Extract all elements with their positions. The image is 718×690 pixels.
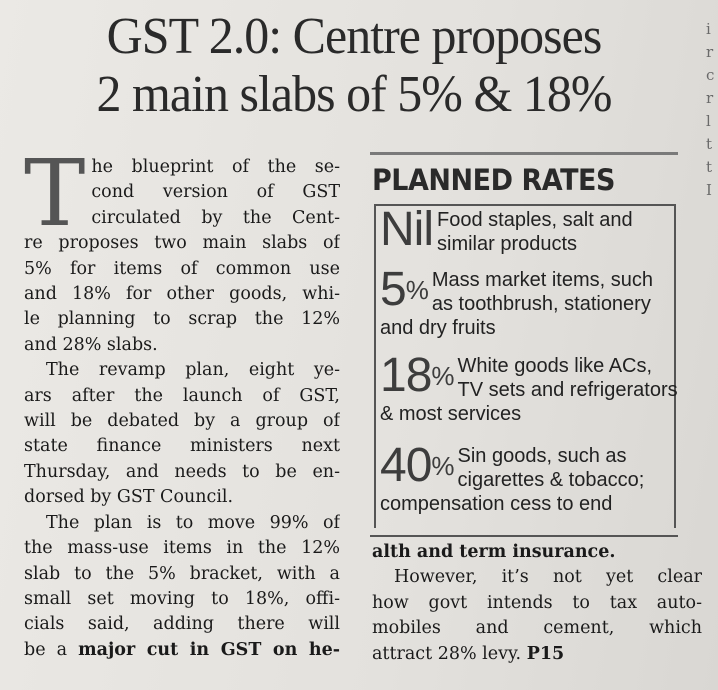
text-line: attract 28% levy. P15: [372, 642, 702, 667]
rate-value: 5%: [380, 266, 429, 314]
text-line: ars after the launch of GST,: [24, 385, 340, 406]
margin-char: I: [706, 181, 712, 199]
text-line: he blueprint of the se-: [91, 157, 340, 177]
page-reference: P15: [526, 643, 565, 664]
article-right-column: alth and term insurance. However, it’s n…: [372, 540, 702, 667]
rates-list: Nil Food staples, salt and similar produ…: [374, 204, 678, 528]
rate-percent-sign: %: [431, 361, 454, 391]
drop-cap: T: [24, 140, 86, 247]
headline-line-2: 2 main slabs of 5% & 18%: [96, 66, 613, 123]
text-run: attract 28% levy.: [372, 643, 527, 664]
text-line: mobiles and cement, which: [372, 618, 702, 639]
text-line: However, it’s not yet clear: [394, 567, 702, 588]
rate-description: White goods like ACs, TV sets and refrig…: [380, 355, 678, 425]
rate-value: Nil: [380, 206, 434, 254]
text-line: be a major cut in GST on he-: [24, 638, 340, 663]
article-paragraph-1: T he blueprint of the se- cond version o…: [24, 140, 340, 358]
text-line: le planning to scrap the 12%: [24, 309, 340, 330]
text-line: 5% for items of common use: [24, 258, 340, 279]
text-line: and 18% for other goods, whi-: [24, 284, 340, 305]
margin-char: l: [706, 112, 711, 130]
text-line: Thursday, and needs to be en-: [24, 461, 340, 482]
rate-item-40: 40% Sin goods, such as cigarettes & toba…: [380, 442, 678, 516]
box-title: PLANNED RATES: [372, 163, 615, 197]
adjacent-column-fragment: i r c r l t t I: [706, 18, 718, 202]
text-line: cials said, adding there will: [24, 614, 340, 635]
rate-item-18: 18% White goods like ACs, TV sets and re…: [380, 352, 678, 426]
text-line: will be debated by a group of: [24, 411, 340, 432]
rate-description: Mass market items, such as toothbrush, s…: [380, 269, 653, 339]
headline: GST 2.0: Centre proposes 2 main slabs of…: [33, 8, 674, 124]
text-line: small set moving to 18%, offi-: [24, 588, 340, 609]
rate-value: 18%: [380, 352, 455, 400]
rate-number: 5: [380, 263, 407, 316]
text-line: alth and term insurance.: [372, 540, 702, 565]
rate-description: Food staples, salt and similar products: [437, 209, 633, 255]
planned-rates-box: PLANNED RATES Nil Food staples, salt and…: [370, 152, 678, 537]
text-line: The revamp plan, eight ye-: [46, 360, 340, 381]
article-paragraph-2: The revamp plan, eight ye- ars after the…: [24, 358, 340, 510]
rate-item-nil: Nil Food staples, salt and similar produ…: [380, 206, 678, 256]
text-line: slab to the 5% bracket, with a: [24, 563, 340, 584]
text-line: the mass-use items in the 12%: [24, 538, 340, 559]
margin-char: i: [706, 20, 711, 38]
rate-number: Nil: [380, 203, 434, 256]
margin-char: t: [706, 135, 713, 153]
text-line: circulated by the Cent-: [91, 207, 340, 228]
rate-value: 40%: [380, 442, 455, 490]
text-line: The plan is to move 99% of: [46, 512, 340, 533]
rate-number: 18: [380, 349, 432, 402]
headline-line-1: GST 2.0: Centre proposes: [106, 8, 603, 65]
margin-char: r: [706, 43, 714, 61]
margin-char: t: [706, 158, 713, 176]
rate-percent-sign: %: [405, 275, 429, 305]
article-paragraph-3: The plan is to move 99% of the mass-use …: [24, 511, 340, 663]
text-line: cond version of GST: [91, 182, 340, 203]
bold-text-run: major cut in GST on he-: [78, 639, 340, 660]
text-line: how govt intends to tax auto-: [372, 592, 702, 613]
bold-text-run: alth and term insurance.: [372, 542, 616, 562]
article-continuation: alth and term insurance. However, it’s n…: [372, 540, 702, 667]
text-run: be a: [24, 639, 79, 660]
text-line: and 28% slabs.: [24, 334, 158, 355]
rate-number: 40: [380, 439, 432, 492]
text-line: dorsed by GST Council.: [24, 487, 234, 508]
text-line: re proposes two main slabs of: [24, 233, 340, 254]
margin-char: r: [706, 89, 714, 107]
rate-description: Sin goods, such as cigarettes & tobacco;…: [380, 445, 645, 515]
text-line: state finance ministers next: [24, 436, 340, 457]
margin-char: c: [706, 66, 715, 84]
article-left-column: T he blueprint of the se- cond version o…: [24, 140, 340, 663]
rate-item-5: 5% Mass market items, such as toothbrush…: [380, 266, 678, 340]
rate-percent-sign: %: [431, 451, 454, 481]
